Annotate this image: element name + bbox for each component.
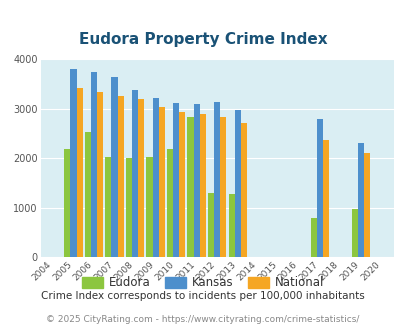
Text: Eudora Property Crime Index: Eudora Property Crime Index bbox=[79, 32, 326, 47]
Bar bbox=[126, 158, 132, 257]
Bar bbox=[111, 77, 117, 257]
Bar bbox=[199, 115, 205, 257]
Bar bbox=[173, 104, 179, 257]
Bar bbox=[97, 92, 103, 257]
Legend: Eudora, Kansas, National: Eudora, Kansas, National bbox=[77, 272, 328, 294]
Bar bbox=[179, 112, 185, 257]
Bar bbox=[193, 105, 199, 257]
Bar bbox=[158, 108, 164, 257]
Bar bbox=[228, 194, 234, 257]
Bar bbox=[146, 157, 152, 257]
Bar bbox=[240, 123, 246, 257]
Bar bbox=[213, 102, 220, 257]
Bar bbox=[85, 132, 91, 257]
Bar bbox=[234, 110, 240, 257]
Text: © 2025 CityRating.com - https://www.cityrating.com/crime-statistics/: © 2025 CityRating.com - https://www.city… bbox=[46, 315, 359, 324]
Bar bbox=[207, 193, 213, 257]
Bar bbox=[77, 88, 83, 257]
Bar bbox=[152, 98, 158, 257]
Bar bbox=[91, 72, 97, 257]
Bar bbox=[220, 117, 226, 257]
Bar bbox=[166, 149, 173, 257]
Bar bbox=[316, 119, 322, 257]
Bar bbox=[187, 117, 193, 257]
Bar bbox=[70, 69, 77, 257]
Bar bbox=[138, 99, 144, 257]
Bar bbox=[363, 153, 369, 257]
Bar bbox=[357, 143, 363, 257]
Bar bbox=[310, 218, 316, 257]
Bar bbox=[105, 157, 111, 257]
Bar bbox=[117, 96, 124, 257]
Bar bbox=[322, 140, 328, 257]
Bar bbox=[132, 90, 138, 257]
Bar bbox=[351, 210, 357, 257]
Bar bbox=[64, 149, 70, 257]
Text: Crime Index corresponds to incidents per 100,000 inhabitants: Crime Index corresponds to incidents per… bbox=[41, 291, 364, 301]
